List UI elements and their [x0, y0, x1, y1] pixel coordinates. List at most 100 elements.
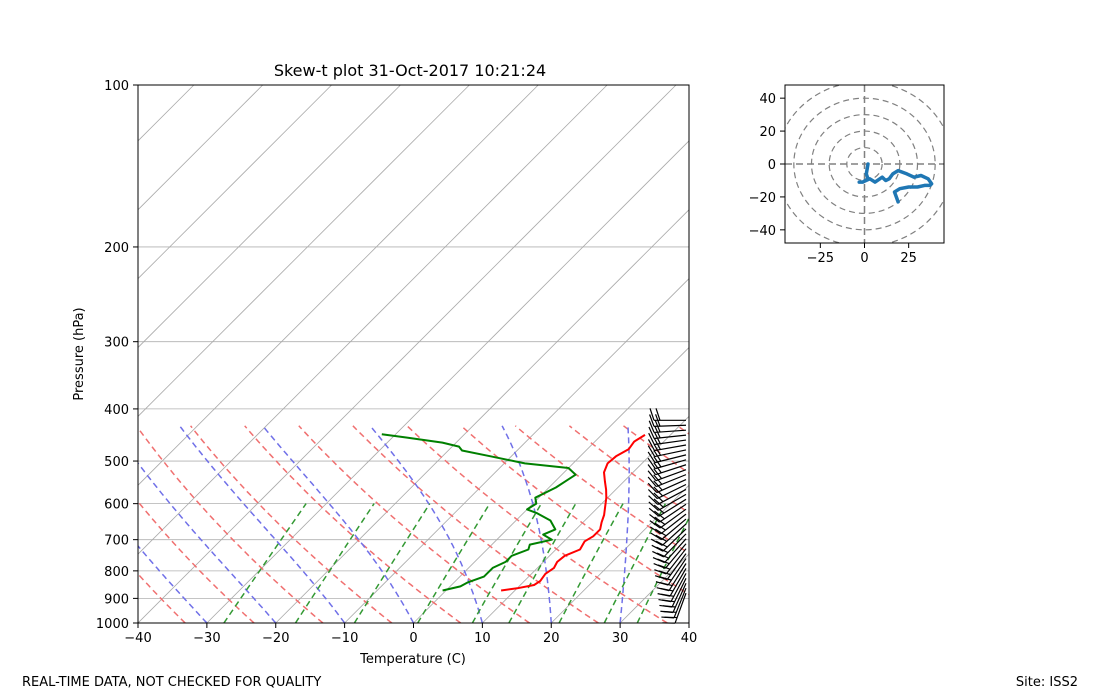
wind-barb: [662, 528, 687, 552]
wind-barb-feather: [648, 432, 655, 445]
chart-title: Skew-t plot 31-Oct-2017 10:21:24: [274, 61, 546, 80]
wind-barb: [664, 543, 687, 569]
hodo-y-tick-label: 0: [768, 158, 776, 173]
hodo-y-tick-label: 20: [759, 125, 776, 140]
hodograph-x-ticks: −25 0 25: [807, 243, 917, 266]
isotherm-line: [138, 85, 470, 417]
wind-barb: [655, 459, 687, 470]
isotherm-line: [550, 484, 689, 623]
dry-adiabat: [298, 425, 531, 623]
isotherm-line: [344, 278, 689, 623]
wind-barb-feather: [653, 504, 665, 514]
wind-barb-feather: [654, 569, 667, 575]
wind-barb: [654, 439, 687, 446]
wind-barb-feather: [649, 520, 661, 529]
y-axis-label: Pressure (hPa): [72, 307, 87, 400]
mixing-ratio-line: [471, 503, 542, 623]
isotherm-line: [138, 85, 195, 142]
x-axis-label: Temperature (C): [359, 652, 466, 667]
moist-adiabat: [369, 425, 484, 623]
isotherm-line: [206, 140, 689, 623]
wind-barb-feather: [657, 593, 671, 597]
x-tick-label: −20: [262, 631, 289, 646]
wind-barb: [654, 444, 687, 452]
moist-adiabat: [138, 544, 208, 623]
moist-adiabat: [619, 425, 630, 623]
wind-barb: [659, 508, 687, 529]
wind-barb-feather: [654, 522, 666, 531]
wind-barb-feather: [653, 498, 664, 508]
dry-adiabat: [732, 426, 1081, 623]
hodograph-y-ticks: 40 20 0 −20 −40: [749, 92, 785, 239]
moist-adiabat: [179, 425, 346, 623]
dry-adiabat: [0, 426, 116, 623]
skewt-axes: −40 −30 −20 −10 0 10 20 30 40 100200300400500600…: [0, 61, 1100, 667]
dry-adiabat: [568, 425, 689, 514]
wind-barb: [663, 533, 687, 558]
wind-barb-feather: [655, 534, 667, 542]
wind-barb: [674, 592, 687, 624]
wind-barb: [656, 474, 687, 488]
hodo-x-tick-label: 25: [900, 251, 917, 266]
wind-barb: [654, 454, 687, 464]
dry-adiabat: [460, 425, 689, 596]
wind-barb-feather: [649, 408, 655, 421]
dry-adiabat: [190, 425, 393, 623]
wind-barb: [659, 503, 687, 523]
wind-barb: [664, 538, 687, 563]
wind-barb-feather: [647, 489, 658, 499]
skewt-frame: [137, 84, 690, 624]
wind-barb: [655, 464, 687, 476]
dewpoint-profile: [381, 433, 577, 592]
wind-barb-feather: [653, 563, 666, 569]
y-tick-label: 1000: [96, 617, 129, 632]
mixing-ratio-lines: [223, 503, 689, 623]
y-tick-label: 500: [104, 455, 129, 470]
hodograph-range-rings: [785, 85, 944, 243]
wind-barb: [665, 548, 687, 575]
profiles: [381, 433, 646, 592]
dry-adiabat: [840, 426, 1100, 623]
wind-barb: [661, 523, 687, 546]
wind-barb: [657, 488, 687, 505]
wind-barb: [672, 583, 687, 613]
isotherm-line: [413, 346, 689, 623]
dry-adiabat: [786, 426, 1100, 623]
temperature-profile: [500, 434, 646, 592]
wind-barbs: [647, 408, 687, 624]
isotherm-line: [138, 85, 677, 623]
hodo-y-tick-label: −40: [749, 224, 776, 239]
dry-adiabat: [677, 425, 689, 435]
wind-barb-feather: [650, 538, 663, 546]
mixing-ratio-line: [223, 503, 307, 623]
wind-barb-feather: [647, 464, 657, 475]
x-tick-label: −30: [193, 631, 220, 646]
quality-disclaimer: REAL-TIME DATA, NOT CHECKED FOR QUALITY: [22, 675, 321, 690]
isotherm-line: [138, 85, 608, 555]
mixing-ratio-line: [294, 503, 375, 623]
moist-adiabats: [138, 425, 689, 623]
wind-barb-feather: [654, 528, 667, 537]
wind-barb-feather: [661, 616, 675, 619]
wind-barb-feather: [654, 575, 668, 581]
wind-barb: [656, 479, 687, 494]
wind-barb-feather: [647, 476, 657, 488]
isotherm-line: [138, 85, 332, 280]
wind-barb: [673, 587, 687, 619]
x-tick-label: 40: [681, 631, 698, 646]
y-tick-label: 200: [104, 241, 129, 256]
wind-barb: [657, 493, 687, 511]
isotherm-line: [688, 622, 689, 623]
isotherm-line: [619, 553, 689, 623]
y-tick-label: 600: [104, 498, 129, 513]
moist-adiabat: [501, 425, 553, 623]
wind-barb: [661, 518, 687, 541]
wind-barb-feather: [659, 604, 673, 608]
wind-barb: [654, 434, 687, 440]
moist-adiabat: [688, 619, 689, 623]
hodo-x-tick-label: 0: [860, 251, 868, 266]
wind-barb-feather: [651, 544, 664, 552]
hodo-y-tick-label: −20: [749, 191, 776, 206]
moist-adiabat: [262, 425, 415, 623]
isotherm-line: [138, 85, 401, 349]
